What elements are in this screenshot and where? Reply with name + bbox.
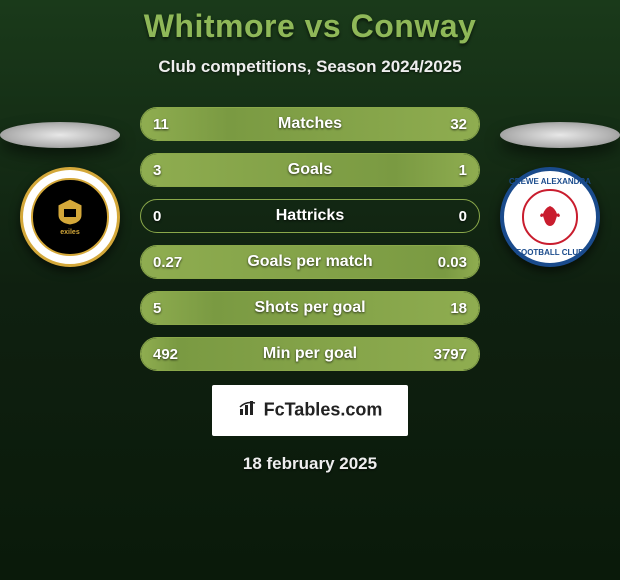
footer: FcTables.com 18 february 2025 bbox=[0, 385, 620, 474]
shield-icon bbox=[50, 197, 90, 227]
podium-right bbox=[500, 122, 620, 148]
stats-container: 1132Matches 31Goals 00Hattricks 0.270.03Goa… bbox=[140, 107, 480, 383]
badge-right-inner bbox=[522, 189, 577, 244]
badge-left-exiles: exiles bbox=[60, 229, 79, 236]
comparison-content: exiles CREWE ALEXANDRA FOOTBALL CLUB 113… bbox=[0, 107, 620, 377]
badge-left-outer: exiles bbox=[20, 167, 120, 267]
club-badge-right: CREWE ALEXANDRA FOOTBALL CLUB bbox=[500, 167, 600, 267]
subtitle: Club competitions, Season 2024/2025 bbox=[0, 57, 620, 77]
podium-left bbox=[0, 122, 120, 148]
stat-label: Matches bbox=[141, 115, 479, 133]
badge-right-text-top: CREWE ALEXANDRA bbox=[509, 177, 591, 186]
stat-row: 518Shots per goal bbox=[140, 291, 480, 325]
stat-row: 1132Matches bbox=[140, 107, 480, 141]
chart-icon bbox=[238, 399, 260, 422]
badge-right-text-bottom: FOOTBALL CLUB bbox=[516, 248, 584, 257]
header: Whitmore vs Conway Club competitions, Se… bbox=[0, 0, 620, 77]
page-title: Whitmore vs Conway bbox=[0, 8, 620, 45]
club-badge-left: exiles bbox=[20, 167, 120, 267]
stat-label: Hattricks bbox=[141, 207, 479, 225]
stat-label: Min per goal bbox=[141, 345, 479, 363]
brand-box[interactable]: FcTables.com bbox=[212, 385, 409, 436]
player2-name: Conway bbox=[351, 8, 477, 44]
brand-text: FcTables.com bbox=[264, 399, 383, 419]
stat-row: 4923797Min per goal bbox=[140, 337, 480, 371]
stat-label: Goals per match bbox=[141, 253, 479, 271]
lion-icon bbox=[535, 202, 565, 232]
date-text: 18 february 2025 bbox=[0, 454, 620, 474]
stat-label: Shots per goal bbox=[141, 299, 479, 317]
badge-left-inner: exiles bbox=[31, 178, 108, 255]
player1-name: Whitmore bbox=[144, 8, 296, 44]
stat-row: 31Goals bbox=[140, 153, 480, 187]
stat-row: 00Hattricks bbox=[140, 199, 480, 233]
stat-label: Goals bbox=[141, 161, 479, 179]
vs-text: vs bbox=[305, 8, 342, 44]
badge-right-outer: CREWE ALEXANDRA FOOTBALL CLUB bbox=[500, 167, 600, 267]
stat-row: 0.270.03Goals per match bbox=[140, 245, 480, 279]
